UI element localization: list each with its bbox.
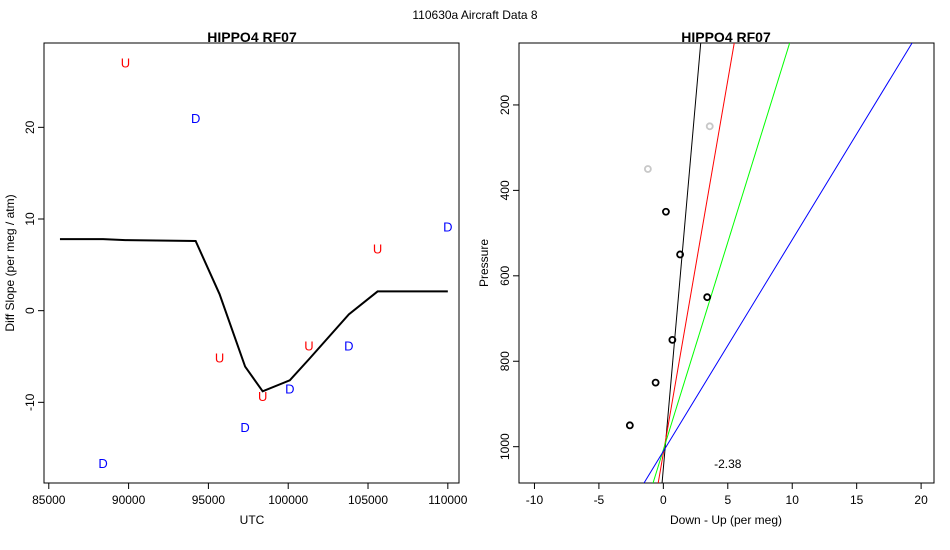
x-tick-label: 0 bbox=[660, 493, 667, 507]
x-tick-label: 110000 bbox=[428, 493, 467, 507]
y-tick-label: 800 bbox=[498, 351, 512, 371]
x-tick-label: 105000 bbox=[348, 493, 388, 507]
data-point-label: U bbox=[258, 389, 267, 404]
x-tick-label: 20 bbox=[914, 493, 928, 507]
series-line bbox=[59, 238, 448, 393]
y-tick-label: 10 bbox=[23, 212, 37, 226]
y-tick-label: 200 bbox=[498, 95, 512, 115]
right-plot-frame bbox=[518, 42, 935, 484]
page-title: 110630a Aircraft Data 8 bbox=[412, 8, 538, 22]
data-point-label: U bbox=[304, 339, 313, 354]
data-point-label: D bbox=[191, 111, 200, 126]
x-tick-label: 100000 bbox=[268, 493, 308, 507]
data-point bbox=[676, 250, 685, 259]
left-marks: U D U D U D U D U D D bbox=[59, 55, 453, 471]
data-point-label: U bbox=[215, 350, 224, 365]
left-x-axis-label: UTC bbox=[240, 513, 265, 527]
y-tick-label: 600 bbox=[498, 265, 512, 285]
data-point-label: U bbox=[121, 55, 130, 70]
fit-line bbox=[661, 43, 702, 483]
data-point bbox=[625, 421, 634, 430]
x-tick-label: 15 bbox=[850, 493, 864, 507]
x-tick-label: 10 bbox=[786, 493, 800, 507]
data-point-label: U bbox=[373, 241, 382, 256]
data-point bbox=[668, 335, 677, 344]
left-plot-frame bbox=[43, 42, 460, 484]
y-tick-label: 1000 bbox=[498, 433, 512, 460]
data-point-label: D bbox=[98, 456, 107, 471]
data-point bbox=[662, 207, 670, 216]
fit-line bbox=[652, 43, 791, 483]
data-point bbox=[705, 122, 714, 131]
fit-line bbox=[657, 43, 735, 483]
data-point-label: D bbox=[344, 339, 353, 354]
x-tick-label: 90000 bbox=[112, 493, 146, 507]
data-point bbox=[703, 293, 712, 302]
y-tick-label: -10 bbox=[23, 393, 37, 411]
right-marks: -2.38 bbox=[625, 43, 913, 483]
y-tick-label: 20 bbox=[23, 120, 37, 134]
data-point bbox=[643, 165, 652, 173]
left-chart-title: HIPPO4 RF07 bbox=[207, 29, 297, 45]
x-tick-label: -5 bbox=[594, 493, 605, 507]
left-y-axis-label: Diff Slope (per meg / atm) bbox=[3, 194, 17, 331]
left-chart: HIPPO4 RF07 85000 90000 95000 100000 105000 1… bbox=[3, 29, 468, 527]
right-chart: HIPPO4 RF07 -10 -5 0 5 10 15 20 200 400 600 800 100… bbox=[477, 29, 935, 527]
annotation-text: -2.38 bbox=[714, 457, 742, 471]
x-tick-label: 95000 bbox=[192, 493, 226, 507]
right-axes: -10 -5 0 5 10 15 20 200 400 600 800 1000 bbox=[498, 95, 928, 507]
data-point-label: D bbox=[240, 420, 249, 435]
x-tick-label: 85000 bbox=[32, 493, 66, 507]
x-tick-label: -10 bbox=[526, 493, 544, 507]
right-x-axis-label: Down - Up (per meg) bbox=[670, 513, 782, 527]
left-axes: 85000 90000 95000 100000 105000 110000 -10 0 10 2… bbox=[23, 120, 468, 507]
data-point-label: D bbox=[285, 382, 294, 397]
right-chart-title: HIPPO4 RF07 bbox=[681, 29, 771, 45]
y-tick-label: 0 bbox=[23, 307, 37, 314]
y-tick-label: 400 bbox=[498, 180, 512, 200]
x-tick-label: 5 bbox=[724, 493, 731, 507]
right-y-axis-label: Pressure bbox=[477, 239, 491, 287]
data-point-label: D bbox=[443, 219, 452, 234]
data-point bbox=[651, 378, 660, 387]
fit-line bbox=[643, 43, 913, 483]
